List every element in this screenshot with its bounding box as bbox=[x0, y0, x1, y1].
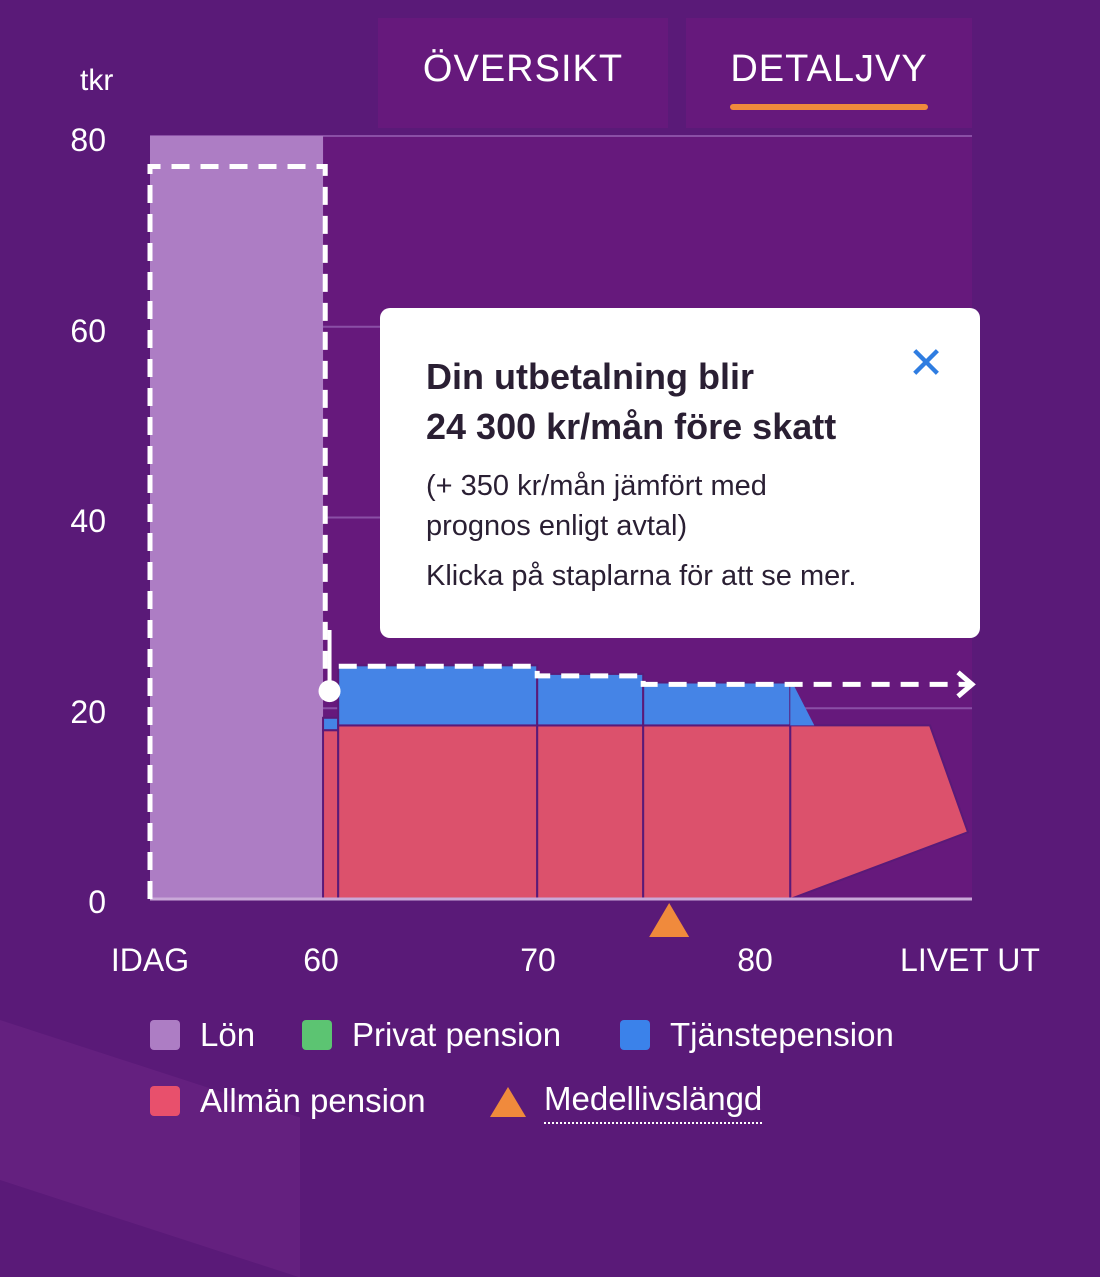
close-icon[interactable]: ✕ bbox=[907, 339, 945, 388]
legend-swatch bbox=[302, 1020, 332, 1050]
bar-tjanstepension[interactable] bbox=[337, 664, 539, 727]
y-tick-label: 60 bbox=[70, 313, 106, 349]
tab-oversikt[interactable]: ÖVERSIKT bbox=[378, 18, 668, 128]
legend-swatch bbox=[150, 1086, 180, 1116]
medellivslangd-link[interactable]: Medellivslängd bbox=[544, 1080, 763, 1124]
background-shape bbox=[0, 1020, 300, 1277]
forecast-dashed-line bbox=[147, 164, 972, 899]
legend-item-medellivslangd[interactable]: Medellivslängd bbox=[490, 1080, 763, 1124]
bar-allman-pension[interactable] bbox=[642, 724, 792, 900]
bar-tjanstepension[interactable] bbox=[642, 681, 792, 727]
legend-swatch bbox=[150, 1020, 180, 1050]
bar-allman-pension[interactable] bbox=[337, 724, 539, 900]
bar-allman-pension[interactable] bbox=[322, 729, 340, 901]
bar-tjanstepension[interactable] bbox=[536, 672, 645, 727]
legend-item-privat-pension: Privat pension bbox=[302, 1016, 561, 1054]
x-tick-label: 60 bbox=[303, 942, 339, 978]
legend-swatch bbox=[620, 1020, 650, 1050]
legend-item-lon: Lön bbox=[150, 1016, 255, 1054]
y-tick-label: 80 bbox=[70, 122, 106, 158]
y-tick-label: 0 bbox=[88, 884, 106, 920]
tooltip-title: Din utbetalning blir 24 300 kr/mån före … bbox=[426, 356, 837, 447]
y-tick-label: 20 bbox=[70, 694, 106, 730]
x-tick-label: IDAG bbox=[110, 942, 190, 978]
legend-item-allman-pension: Allmän pension bbox=[150, 1082, 426, 1120]
x-tick-label: LIVET UT bbox=[900, 942, 1040, 978]
payout-tooltip: Din utbetalning blir 24 300 kr/mån före … bbox=[380, 308, 980, 638]
y-axis-unit: tkr bbox=[80, 64, 114, 97]
bar-allman-pension[interactable] bbox=[536, 724, 645, 900]
bar-lon[interactable] bbox=[150, 136, 324, 899]
x-tick-label: 80 bbox=[737, 942, 773, 978]
life-expectancy-marker bbox=[649, 903, 690, 937]
y-tick-label: 40 bbox=[70, 503, 106, 539]
legend-item-tjanstepension: Tjänstepension bbox=[620, 1016, 894, 1054]
bar-allman-pension bbox=[789, 724, 970, 901]
tooltip-subtitle: (+ 350 kr/mån jämfört med prognos enligt… bbox=[426, 470, 767, 542]
marker-point bbox=[318, 680, 341, 703]
bar-tjanstepension bbox=[790, 682, 815, 726]
bar-tjanstepension[interactable] bbox=[322, 716, 340, 732]
x-tick-label: 70 bbox=[520, 942, 556, 978]
triangle-icon bbox=[490, 1087, 526, 1117]
tooltip-hint: Klicka på staplarna för att se mer. bbox=[426, 560, 857, 592]
active-tab-indicator bbox=[730, 104, 928, 110]
forecast-arrow-head bbox=[956, 670, 976, 699]
